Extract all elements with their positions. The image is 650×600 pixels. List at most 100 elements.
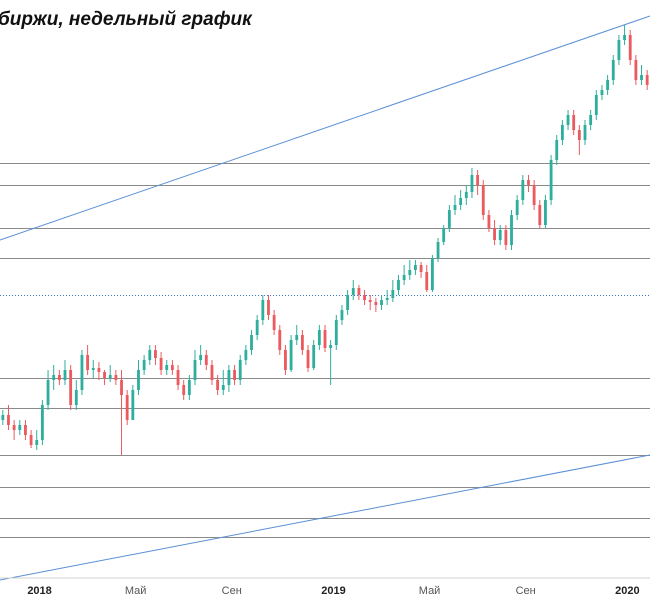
candle xyxy=(572,110,576,135)
candles xyxy=(1,25,649,455)
candle-body xyxy=(12,425,16,430)
candle xyxy=(623,25,626,45)
candle xyxy=(272,310,276,335)
candle xyxy=(165,360,169,375)
candle xyxy=(414,260,417,275)
candle xyxy=(334,315,338,350)
candle-body xyxy=(555,140,559,160)
candle xyxy=(645,70,649,90)
candle-body xyxy=(623,35,626,40)
candle-body xyxy=(35,440,39,445)
candle xyxy=(340,305,344,325)
x-tick-label: Май xyxy=(419,585,441,597)
candle-body xyxy=(24,425,27,435)
candle-body xyxy=(560,125,564,140)
candle-body xyxy=(244,350,248,360)
candle xyxy=(560,120,564,145)
candle xyxy=(142,355,146,375)
candle xyxy=(464,185,468,205)
candle-body xyxy=(108,375,112,378)
candle xyxy=(640,65,643,85)
candle xyxy=(634,55,638,85)
chart-title: биржи, недельный график xyxy=(0,9,253,30)
candle-body xyxy=(334,320,338,345)
candle xyxy=(210,360,214,385)
candle xyxy=(289,335,293,372)
candle-body xyxy=(425,272,429,290)
candle-body xyxy=(374,302,378,305)
candle xyxy=(63,360,67,385)
candle-body xyxy=(357,288,361,295)
candle-body xyxy=(233,370,236,380)
candle-body xyxy=(103,372,106,378)
candle-body xyxy=(498,230,502,240)
x-tick-label: 2019 xyxy=(321,585,345,597)
candle-body xyxy=(481,185,485,215)
candle xyxy=(295,325,299,345)
candle-body xyxy=(187,380,191,395)
candle xyxy=(278,325,282,355)
candle-body xyxy=(289,340,293,370)
candle-body xyxy=(40,405,44,440)
candle xyxy=(397,275,400,295)
candle-body xyxy=(351,288,355,295)
candle-body xyxy=(7,415,10,425)
candle-body xyxy=(329,345,333,348)
candle xyxy=(329,340,333,385)
candle xyxy=(374,298,378,312)
candle-body xyxy=(142,360,146,370)
candle xyxy=(97,362,101,380)
candle-body xyxy=(504,230,508,245)
candle-body xyxy=(640,75,643,80)
candle-body xyxy=(272,315,276,330)
candle-body xyxy=(199,355,203,360)
candle xyxy=(498,225,502,245)
candle-body xyxy=(238,360,242,380)
candle-body xyxy=(74,390,78,405)
candle xyxy=(199,345,203,365)
candle-body xyxy=(46,380,50,405)
candle xyxy=(357,285,361,300)
candle xyxy=(159,352,163,375)
candle xyxy=(1,410,5,425)
candle xyxy=(69,365,73,410)
candle-body xyxy=(363,295,366,300)
candle xyxy=(419,262,423,278)
candle xyxy=(521,175,525,205)
candle-body xyxy=(278,330,282,350)
candle-body xyxy=(69,370,73,405)
candle-body xyxy=(176,370,180,385)
candle xyxy=(453,195,457,215)
candle xyxy=(176,365,180,390)
candle-body xyxy=(137,370,140,390)
candle-body xyxy=(606,80,610,90)
candle xyxy=(594,90,598,120)
candle xyxy=(74,380,78,410)
candle-body xyxy=(346,295,350,310)
candle-body xyxy=(532,185,536,205)
candle-body xyxy=(131,390,135,420)
candle-body xyxy=(459,198,463,205)
candle xyxy=(120,370,123,455)
candle-body xyxy=(323,330,327,348)
x-tick-label: Сен xyxy=(516,585,536,597)
candle-body xyxy=(510,215,513,245)
candle xyxy=(538,200,542,228)
candle-body xyxy=(1,415,5,420)
candle xyxy=(600,85,604,100)
candle-body xyxy=(29,435,33,445)
candle xyxy=(261,295,265,325)
candle xyxy=(323,325,327,352)
candle-body xyxy=(470,175,474,192)
candle-body xyxy=(159,358,163,370)
candle-body xyxy=(57,375,61,380)
candle xyxy=(504,225,508,250)
candle xyxy=(306,345,310,372)
candle-body xyxy=(527,180,530,185)
candle xyxy=(233,365,236,385)
candle xyxy=(544,195,547,228)
candle-body xyxy=(295,335,299,340)
candle-body xyxy=(368,300,372,302)
candle xyxy=(244,345,248,365)
candle xyxy=(447,205,451,232)
